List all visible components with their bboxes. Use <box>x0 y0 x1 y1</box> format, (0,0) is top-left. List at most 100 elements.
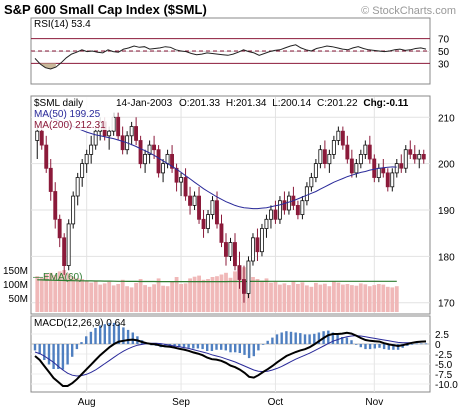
macd-histogram-bar <box>247 344 251 359</box>
candle-body <box>35 130 40 141</box>
volume-bar <box>385 286 390 312</box>
volume-bar <box>215 276 219 312</box>
macd-histogram-bar <box>215 344 218 350</box>
macd-histogram-bar <box>359 344 362 348</box>
volume-bar <box>93 281 98 312</box>
volume-bar <box>170 281 174 312</box>
macd-histogram-bar <box>80 342 83 344</box>
macd-histogram-bar <box>187 344 190 348</box>
price-candle <box>206 210 210 234</box>
macd-histogram-bar <box>387 344 390 350</box>
macd-line <box>34 331 427 387</box>
volume-bar <box>314 282 318 312</box>
price-candle <box>165 149 170 169</box>
price-candle <box>336 126 341 146</box>
macd-histogram-bar <box>126 329 130 344</box>
price-candle <box>93 126 98 150</box>
macd-histogram-bar <box>392 344 395 350</box>
price-candle <box>291 186 296 210</box>
volume-bar <box>282 283 287 312</box>
candle-body <box>71 195 76 225</box>
candle-body <box>156 149 161 174</box>
price-candle <box>174 163 179 192</box>
candle-body <box>66 223 71 266</box>
candle-body <box>116 116 121 137</box>
price-tick-label: 170 <box>438 299 455 310</box>
rsi-tick-label: 70 <box>438 35 450 46</box>
macd-histogram-bar <box>112 322 116 344</box>
price-candle <box>322 140 327 169</box>
price-panel <box>30 95 431 315</box>
candle-body <box>48 167 53 192</box>
candle-body <box>62 237 67 267</box>
volume-bar <box>53 275 58 312</box>
volume-bar <box>125 286 129 312</box>
price-tick-label: 200 <box>438 160 455 171</box>
price-candle <box>80 159 85 187</box>
candle-body <box>313 163 318 178</box>
volume-bar <box>174 277 179 312</box>
price-candle <box>197 186 201 224</box>
candle-body <box>165 153 170 165</box>
price-candle <box>313 159 318 183</box>
volume-bar <box>161 285 165 312</box>
macd-tick-label: -2.5 <box>435 350 453 361</box>
volume-bar <box>394 286 399 312</box>
candle-body <box>210 200 215 215</box>
volume-bar <box>332 281 336 312</box>
volume-bar <box>57 271 62 312</box>
price-candle <box>53 182 58 229</box>
candle-body <box>228 242 233 257</box>
price-candle <box>264 214 269 238</box>
price-candle <box>295 200 300 220</box>
volume-bar <box>210 277 215 312</box>
ma200-label: MA(200) 212.31 <box>34 120 106 131</box>
candle-body <box>318 149 323 164</box>
macd-histogram-bar <box>89 331 93 344</box>
price-candle <box>327 149 332 173</box>
candle-body <box>39 130 44 146</box>
volume-bar <box>156 278 161 312</box>
price-candle <box>399 154 404 173</box>
price-candle <box>259 223 264 257</box>
macd-lines <box>33 322 428 387</box>
candle-body <box>268 209 273 220</box>
volume-bar <box>291 281 296 312</box>
price-candle <box>268 205 273 229</box>
price-candles <box>35 112 426 303</box>
volume-bar <box>318 284 323 312</box>
price-candle <box>372 154 377 183</box>
price-candle <box>241 265 246 303</box>
price-candle <box>309 172 314 192</box>
price-candle <box>421 149 426 164</box>
volume-bar <box>341 284 345 312</box>
price-candle <box>161 159 165 183</box>
volume-bar <box>165 286 170 312</box>
macd-histogram-bar <box>234 344 237 353</box>
price-candle <box>134 117 138 146</box>
volume-bar <box>116 284 121 312</box>
macd-tick-label: -10.0 <box>435 380 458 391</box>
macd-histogram-bar <box>117 324 120 344</box>
price-tick-label: 190 <box>438 206 455 217</box>
macd-histogram-bar <box>285 331 288 344</box>
candle-body <box>300 200 305 215</box>
price-candle <box>394 159 399 178</box>
price-candle <box>286 191 291 215</box>
price-candle <box>84 149 89 173</box>
candle-body <box>327 153 332 165</box>
macd-histogram-bar <box>94 328 97 344</box>
x-tick-label: Sep <box>172 397 190 408</box>
macd-histogram-bar <box>122 327 125 344</box>
volume-bar <box>269 282 273 312</box>
source-credit[interactable]: © StockCharts.com <box>361 5 456 17</box>
volume-bar <box>71 276 76 312</box>
rsi-grid <box>31 38 430 64</box>
price-candle <box>138 135 143 169</box>
price-candle <box>246 256 251 299</box>
macd-title: MACD(12,26,9) 0.64 <box>34 318 126 329</box>
price-candle <box>363 140 368 159</box>
rsi-tick-label: 50 <box>438 47 450 58</box>
macd-histogram-bar <box>382 344 386 350</box>
